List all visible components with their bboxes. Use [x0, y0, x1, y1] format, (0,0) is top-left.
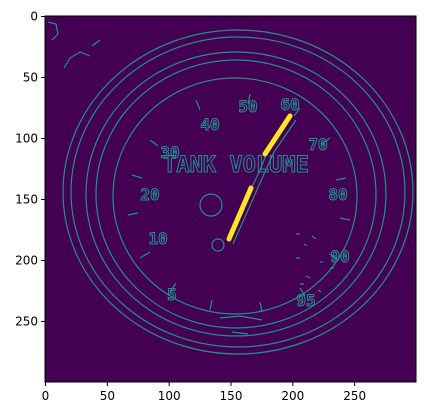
x-tick-label: 100 [158, 389, 181, 403]
dial-label: 80 [328, 185, 347, 204]
dial-label: 10 [148, 229, 167, 248]
y-axis: 0 50 100 150 200 250 [15, 10, 45, 329]
x-axis: 0 50 100 150 200 250 [42, 382, 366, 403]
y-tick-label: 100 [15, 132, 38, 146]
dial-label: 60 [280, 95, 299, 114]
dial-label: 70 [308, 135, 327, 154]
dial-label: 40 [200, 115, 219, 134]
x-tick-label: 0 [42, 389, 50, 403]
image-background [45, 16, 416, 382]
dial-label: 90 [330, 247, 349, 266]
x-tick-label: 200 [281, 389, 304, 403]
dial-label: 95 [296, 291, 315, 310]
y-tick-label: 0 [30, 10, 38, 24]
dial-label: 30 [160, 143, 179, 162]
y-tick-label: 50 [23, 71, 38, 85]
x-tick-label: 50 [100, 389, 115, 403]
y-tick-label: 200 [15, 254, 38, 268]
dial-label: TANK VOLUME [163, 153, 309, 178]
x-tick-label: 250 [343, 389, 366, 403]
dial-label: 5 [167, 285, 177, 304]
dial-label: 50 [238, 97, 257, 116]
y-tick-label: 250 [15, 315, 38, 329]
dial-label: 20 [140, 185, 159, 204]
y-tick-label: 150 [15, 193, 38, 207]
x-tick-label: 150 [220, 389, 243, 403]
